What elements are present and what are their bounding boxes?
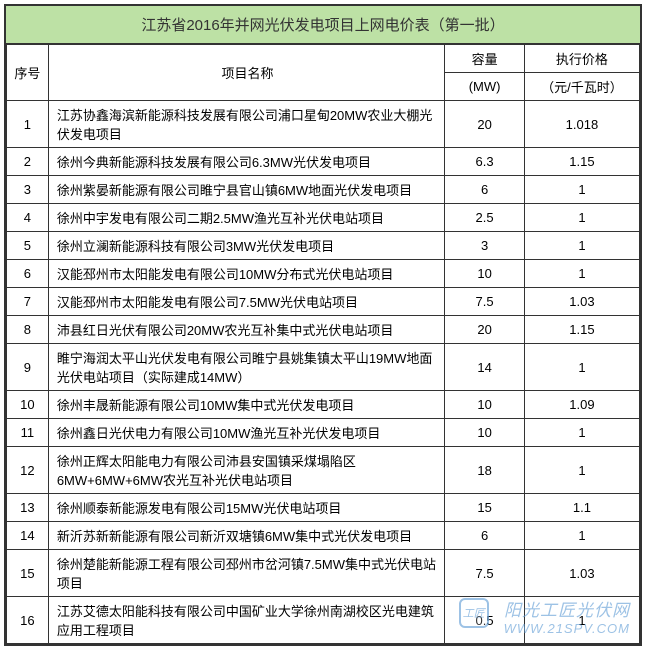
- cell-name: 新沂苏新新能源有限公司新沂双塘镇6MW集中式光伏发电项目: [48, 522, 445, 550]
- header-name: 项目名称: [48, 45, 445, 101]
- cell-seq: 2: [7, 148, 49, 176]
- cell-price: 1.15: [524, 316, 639, 344]
- cell-name: 江苏艾德太阳能科技有限公司中国矿业大学徐州南湖校区光电建筑应用工程项目: [48, 597, 445, 644]
- cell-seq: 4: [7, 204, 49, 232]
- table-row: 15徐州楚能新能源工程有限公司邳州市岔河镇7.5MW集中式光伏电站项目7.51.…: [7, 550, 640, 597]
- cell-capacity: 18: [445, 447, 525, 494]
- cell-name: 徐州楚能新能源工程有限公司邳州市岔河镇7.5MW集中式光伏电站项目: [48, 550, 445, 597]
- cell-name: 徐州丰晟新能源有限公司10MW集中式光伏发电项目: [48, 391, 445, 419]
- table-body: 1江苏协鑫海滨新能源科技发展有限公司浦口星甸20MW农业大棚光伏发电项目201.…: [7, 101, 640, 644]
- cell-name: 徐州今典新能源科技发展有限公司6.3MW光伏发电项目: [48, 148, 445, 176]
- cell-price: 1.03: [524, 288, 639, 316]
- cell-capacity: 3: [445, 232, 525, 260]
- cell-name: 徐州紫晏新能源有限公司睢宁县官山镇6MW地面光伏发电项目: [48, 176, 445, 204]
- cell-capacity: 0.5: [445, 597, 525, 644]
- header-price-unit: （元/千瓦时）: [524, 73, 639, 101]
- cell-seq: 11: [7, 419, 49, 447]
- cell-seq: 1: [7, 101, 49, 148]
- cell-seq: 12: [7, 447, 49, 494]
- cell-capacity: 15: [445, 494, 525, 522]
- header-seq: 序号: [7, 45, 49, 101]
- cell-seq: 5: [7, 232, 49, 260]
- cell-name: 徐州中宇发电有限公司二期2.5MW渔光互补光伏电站项目: [48, 204, 445, 232]
- cell-capacity: 10: [445, 391, 525, 419]
- header-price: 执行价格: [524, 45, 639, 73]
- cell-seq: 14: [7, 522, 49, 550]
- cell-name: 沛县红日光伏有限公司20MW农光互补集中式光伏电站项目: [48, 316, 445, 344]
- cell-price: 1: [524, 419, 639, 447]
- cell-price: 1.09: [524, 391, 639, 419]
- cell-name: 江苏协鑫海滨新能源科技发展有限公司浦口星甸20MW农业大棚光伏发电项目: [48, 101, 445, 148]
- cell-price: 1.1: [524, 494, 639, 522]
- cell-name: 徐州立澜新能源科技有限公司3MW光伏发电项目: [48, 232, 445, 260]
- cell-seq: 6: [7, 260, 49, 288]
- cell-price: 1.018: [524, 101, 639, 148]
- table-row: 3徐州紫晏新能源有限公司睢宁县官山镇6MW地面光伏发电项目61: [7, 176, 640, 204]
- cell-name: 汉能邳州市太阳能发电有限公司10MW分布式光伏电站项目: [48, 260, 445, 288]
- table-title: 江苏省2016年并网光伏发电项目上网电价表（第一批）: [6, 6, 640, 44]
- table-row: 9睢宁海润太平山光伏发电有限公司睢宁县姚集镇太平山19MW地面光伏电站项目（实际…: [7, 344, 640, 391]
- cell-capacity: 6: [445, 522, 525, 550]
- cell-price: 1: [524, 232, 639, 260]
- cell-price: 1: [524, 344, 639, 391]
- table-row: 5徐州立澜新能源科技有限公司3MW光伏发电项目31: [7, 232, 640, 260]
- cell-name: 汉能邳州市太阳能发电有限公司7.5MW光伏电站项目: [48, 288, 445, 316]
- cell-price: 1.15: [524, 148, 639, 176]
- table-row: 7汉能邳州市太阳能发电有限公司7.5MW光伏电站项目7.51.03: [7, 288, 640, 316]
- cell-price: 1: [524, 260, 639, 288]
- cell-seq: 10: [7, 391, 49, 419]
- header-capacity-unit: (MW): [445, 73, 525, 101]
- table-row: 16江苏艾德太阳能科技有限公司中国矿业大学徐州南湖校区光电建筑应用工程项目0.5…: [7, 597, 640, 644]
- cell-seq: 8: [7, 316, 49, 344]
- table-row: 13徐州顺泰新能源发电有限公司15MW光伏电站项目151.1: [7, 494, 640, 522]
- cell-capacity: 6.3: [445, 148, 525, 176]
- table-row: 8沛县红日光伏有限公司20MW农光互补集中式光伏电站项目201.15: [7, 316, 640, 344]
- cell-seq: 3: [7, 176, 49, 204]
- cell-capacity: 20: [445, 316, 525, 344]
- table-header: 序号 项目名称 容量 执行价格 (MW) （元/千瓦时）: [7, 45, 640, 101]
- cell-seq: 9: [7, 344, 49, 391]
- cell-capacity: 14: [445, 344, 525, 391]
- table-row: 2徐州今典新能源科技发展有限公司6.3MW光伏发电项目6.31.15: [7, 148, 640, 176]
- cell-capacity: 7.5: [445, 550, 525, 597]
- header-capacity: 容量: [445, 45, 525, 73]
- cell-name: 徐州鑫日光伏电力有限公司10MW渔光互补光伏发电项目: [48, 419, 445, 447]
- cell-seq: 16: [7, 597, 49, 644]
- cell-capacity: 7.5: [445, 288, 525, 316]
- cell-price: 1: [524, 447, 639, 494]
- cell-price: 1: [524, 204, 639, 232]
- cell-seq: 15: [7, 550, 49, 597]
- table-row: 4徐州中宇发电有限公司二期2.5MW渔光互补光伏电站项目2.51: [7, 204, 640, 232]
- cell-name: 睢宁海润太平山光伏发电有限公司睢宁县姚集镇太平山19MW地面光伏电站项目（实际建…: [48, 344, 445, 391]
- cell-capacity: 10: [445, 260, 525, 288]
- table-row: 12徐州正辉太阳能电力有限公司沛县安国镇采煤塌陷区6MW+6MW+6MW农光互补…: [7, 447, 640, 494]
- cell-capacity: 20: [445, 101, 525, 148]
- table-row: 6汉能邳州市太阳能发电有限公司10MW分布式光伏电站项目101: [7, 260, 640, 288]
- cell-price: 1: [524, 522, 639, 550]
- cell-capacity: 2.5: [445, 204, 525, 232]
- cell-seq: 13: [7, 494, 49, 522]
- cell-price: 1: [524, 176, 639, 204]
- cell-price: 1: [524, 597, 639, 644]
- cell-name: 徐州正辉太阳能电力有限公司沛县安国镇采煤塌陷区6MW+6MW+6MW农光互补光伏…: [48, 447, 445, 494]
- price-table: 序号 项目名称 容量 执行价格 (MW) （元/千瓦时） 1江苏协鑫海滨新能源科…: [6, 44, 640, 644]
- cell-name: 徐州顺泰新能源发电有限公司15MW光伏电站项目: [48, 494, 445, 522]
- cell-price: 1.03: [524, 550, 639, 597]
- cell-capacity: 10: [445, 419, 525, 447]
- table-row: 1江苏协鑫海滨新能源科技发展有限公司浦口星甸20MW农业大棚光伏发电项目201.…: [7, 101, 640, 148]
- table-row: 11徐州鑫日光伏电力有限公司10MW渔光互补光伏发电项目101: [7, 419, 640, 447]
- cell-capacity: 6: [445, 176, 525, 204]
- table-row: 10徐州丰晟新能源有限公司10MW集中式光伏发电项目101.09: [7, 391, 640, 419]
- cell-seq: 7: [7, 288, 49, 316]
- price-table-container: 江苏省2016年并网光伏发电项目上网电价表（第一批） 序号 项目名称 容量 执行…: [4, 4, 642, 646]
- table-row: 14新沂苏新新能源有限公司新沂双塘镇6MW集中式光伏发电项目61: [7, 522, 640, 550]
